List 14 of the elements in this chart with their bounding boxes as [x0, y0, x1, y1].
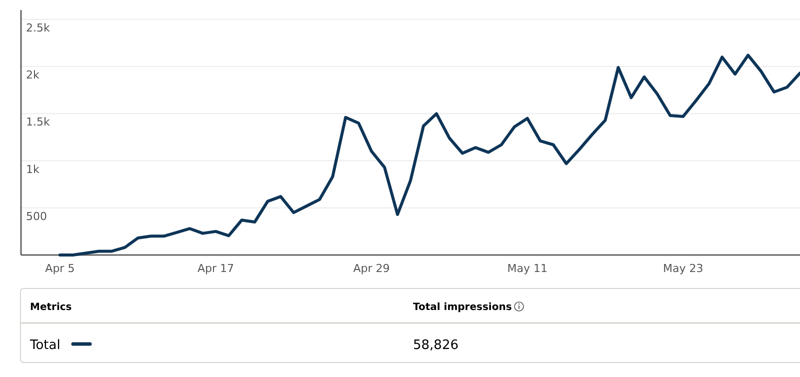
text: Total impressions	[413, 302, 512, 313]
text: 58,826	[413, 338, 458, 353]
x-tick-label: Apr 17	[197, 262, 234, 275]
x-tick-label: Apr 5	[45, 262, 75, 275]
legend-label: Total	[29, 338, 60, 353]
x-tick-label: May 11	[507, 262, 548, 275]
x-tick-label: Apr 29	[353, 262, 390, 275]
y-tick-label: 2k	[26, 68, 40, 82]
legend-title: Metrics	[30, 302, 72, 313]
y-tick-label: 500	[26, 210, 47, 223]
y-tick-label: 1k	[26, 162, 40, 176]
y-tick-label: 1.5k	[26, 116, 50, 129]
x-tick-label: May 23	[663, 262, 704, 275]
y-tick-label: 2.5k	[26, 21, 50, 34]
